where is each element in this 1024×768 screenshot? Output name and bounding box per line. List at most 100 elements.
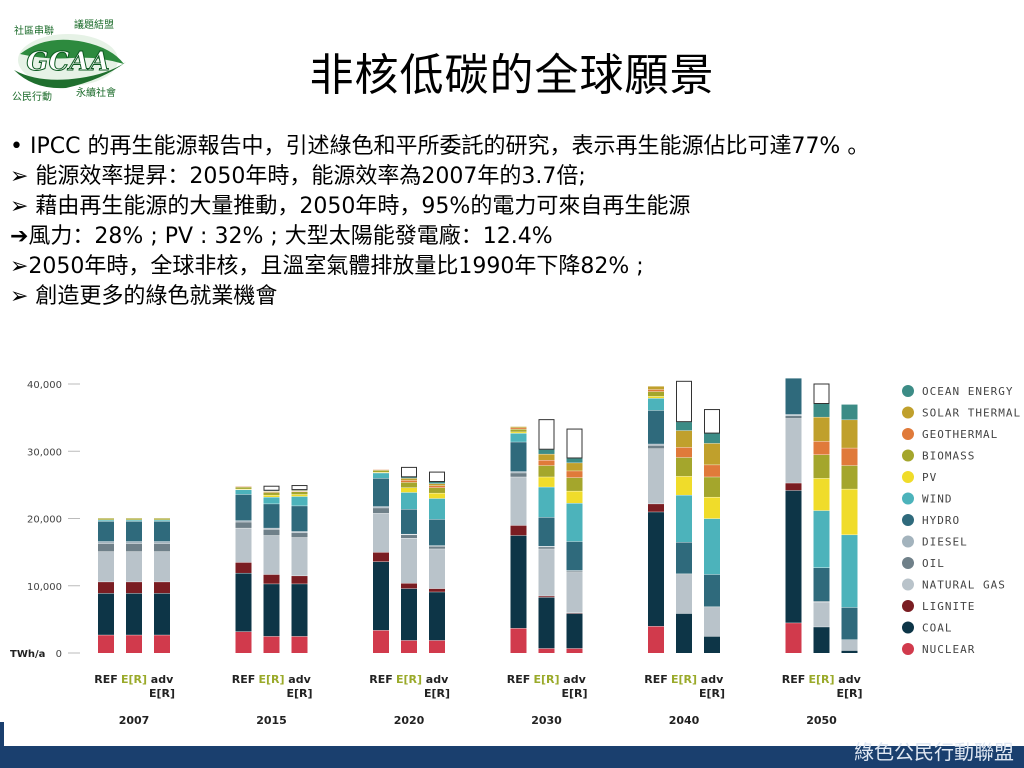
legend-swatch [902, 535, 914, 548]
bar-segment [510, 441, 527, 472]
bar-segment [429, 483, 445, 486]
bar-segment [510, 429, 527, 432]
bar-segment [126, 518, 142, 520]
bar-segment [538, 517, 555, 547]
bar-segment [401, 538, 417, 584]
bar-segment [704, 574, 720, 607]
bar-segment [401, 482, 417, 488]
legend-label: PV [922, 471, 937, 484]
legend-label: DIESEL [922, 536, 968, 549]
bar-segment [538, 648, 555, 653]
legend-swatch [902, 514, 914, 526]
scenario-label: adv [288, 673, 311, 686]
bar-segment [263, 636, 280, 653]
scenario-label: adv [838, 673, 861, 686]
legend-swatch [902, 557, 914, 569]
bar-efficiency-savings [429, 471, 445, 483]
scenario-label: E[R] [121, 673, 147, 686]
bar-segment [401, 476, 417, 479]
bar-segment [538, 453, 555, 460]
scenario-label: E[R] [533, 673, 559, 686]
bar-efficiency-savings [813, 383, 830, 405]
bar-segment [126, 593, 142, 635]
bar-segment [373, 552, 389, 562]
logo-text-top-right: 議題結盟 [74, 18, 114, 31]
bar-segment [126, 581, 142, 594]
bar-segment [154, 519, 170, 522]
bar-segment [510, 472, 527, 477]
logo-text-bottom-left: 公民行動 [12, 90, 52, 102]
bar-segment [373, 478, 389, 507]
bullet-efficiency: ➢ 能源效率提昇：2050年時，能源效率為2007年的3.7倍; [10, 164, 586, 189]
bar-segment [813, 454, 830, 479]
bar-segment [510, 535, 527, 629]
legend-swatch [902, 471, 914, 483]
legend-label: GEOTHERMAL [922, 428, 998, 441]
bar-segment [401, 509, 417, 534]
bar-segment [154, 581, 170, 594]
bar-segment [373, 630, 389, 653]
bar-segment [291, 575, 308, 584]
bar-segment [841, 607, 858, 640]
bar-efficiency-savings [676, 380, 692, 423]
bar-segment [704, 443, 720, 465]
bar-segment [235, 631, 252, 653]
bar-segment [785, 415, 802, 419]
legend-swatch [902, 578, 914, 591]
bar-segment [676, 494, 692, 543]
y-tick-label: 40,000 [27, 380, 62, 391]
bar-segment [538, 476, 555, 487]
legend-label: NUCLEAR [922, 643, 975, 656]
bar-segment [291, 636, 308, 653]
bullet-shares: ➔風力：28% ; PV : 32% ; 大型太陽能發電廠：12.4% [10, 224, 553, 249]
bar-segment [510, 426, 527, 428]
logo-leaf-bottom [14, 62, 126, 89]
bar-segment [676, 542, 692, 574]
legend-swatch [902, 600, 914, 612]
bar-segment [785, 414, 802, 416]
bar-segment [263, 574, 280, 584]
scenario-label: REF [232, 673, 256, 686]
legend-swatch [902, 385, 914, 397]
bar-segment [648, 410, 664, 444]
bar-segment [538, 449, 555, 454]
bar-segment [510, 427, 527, 430]
legend-label: LIGNITE [922, 600, 975, 613]
bar-segment [373, 561, 389, 631]
legend-label: NATURAL GAS [922, 579, 1006, 592]
slide-footer: 綠色公民行動聯盟 [0, 740, 1024, 768]
bar-segment [648, 398, 664, 411]
logo-main-text: GCAA [26, 47, 109, 77]
footer-left-marker [0, 722, 4, 750]
bar-segment [566, 613, 583, 649]
bar-segment [676, 574, 692, 614]
bar-segment [263, 494, 280, 497]
bar-segment [704, 464, 720, 477]
bar-segment [648, 511, 664, 627]
bar-segment [785, 418, 802, 483]
scenario-label: adv [563, 673, 586, 686]
bar-segment [704, 433, 720, 444]
bar-segment [538, 465, 555, 477]
year-label: 2020 [394, 714, 425, 727]
bar-efficiency-savings [291, 485, 308, 491]
bar-segment [235, 520, 252, 522]
slide-title: 非核低碳的全球願景 [309, 50, 715, 101]
bar-segment [648, 445, 664, 449]
bar-segment [813, 510, 830, 568]
legend-label: OCEAN ENERGY [922, 385, 1013, 398]
bar-segment [126, 634, 142, 653]
y-tick-label: 30,000 [27, 447, 62, 458]
bar-segment [785, 482, 802, 491]
bar-segment [98, 551, 114, 582]
bar-segment [154, 543, 170, 552]
bar-segment [841, 419, 858, 448]
bar-segment [813, 478, 830, 511]
legend-swatch [902, 621, 914, 634]
bar-segment [401, 492, 417, 510]
year-label: 2007 [119, 714, 150, 727]
bar-segment [429, 591, 445, 641]
bar-segment [841, 639, 858, 651]
bar-segment [235, 572, 252, 632]
bullet-nonnuclear: ➢2050年時，全球非核，且溫室氣體排放量比1990年下降82% ; [10, 254, 644, 279]
